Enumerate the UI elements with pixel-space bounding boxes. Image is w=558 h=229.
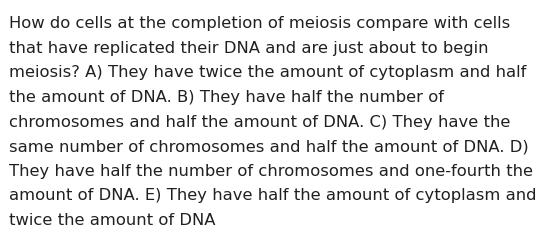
Text: amount of DNA. E) They have half the amount of cytoplasm and: amount of DNA. E) They have half the amo…: [9, 188, 536, 202]
Text: the amount of DNA. B) They have half the number of: the amount of DNA. B) They have half the…: [9, 90, 444, 104]
Text: twice the amount of DNA: twice the amount of DNA: [9, 212, 215, 227]
Text: same number of chromosomes and half the amount of DNA. D): same number of chromosomes and half the …: [9, 139, 528, 153]
Text: that have replicated their DNA and are just about to begin: that have replicated their DNA and are j…: [9, 41, 488, 55]
Text: How do cells at the completion of meiosis compare with cells: How do cells at the completion of meiosi…: [9, 16, 510, 31]
Text: meiosis? A) They have twice the amount of cytoplasm and half: meiosis? A) They have twice the amount o…: [9, 65, 526, 80]
Text: They have half the number of chromosomes and one-fourth the: They have half the number of chromosomes…: [9, 163, 533, 178]
Text: chromosomes and half the amount of DNA. C) They have the: chromosomes and half the amount of DNA. …: [9, 114, 511, 129]
